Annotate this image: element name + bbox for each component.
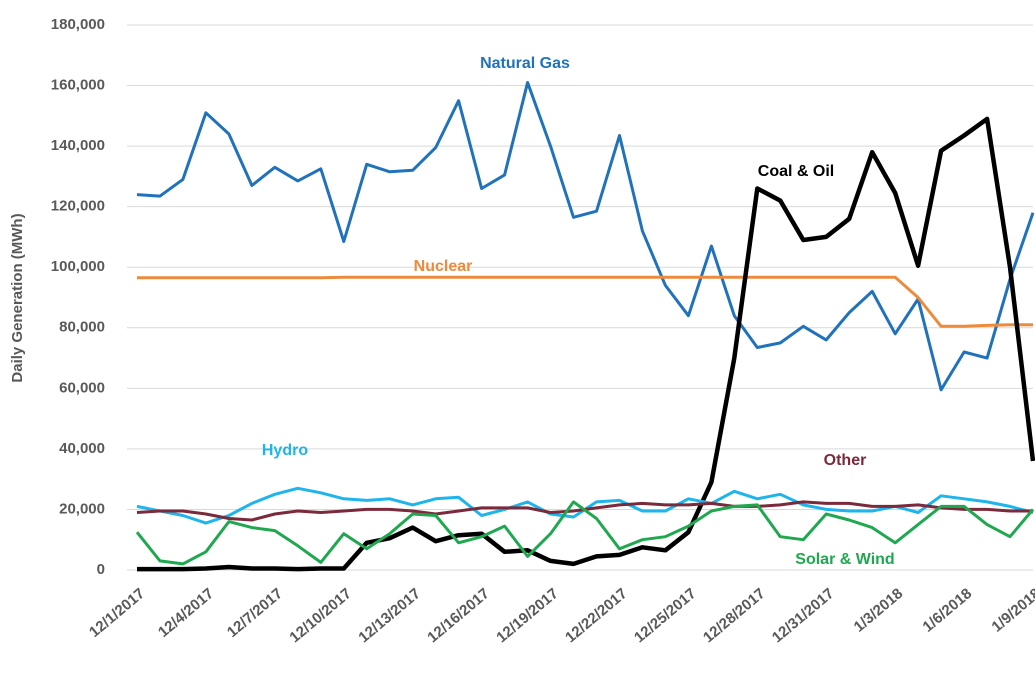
y-tick-label: 60,000 (59, 379, 105, 396)
series-label: Coal & Oil (758, 163, 834, 180)
x-tick-label: 12/16/2017 (424, 585, 492, 646)
y-tick-label: 20,000 (59, 500, 105, 517)
x-tick-label: 1/6/2018 (920, 585, 976, 636)
x-tick-label: 12/13/2017 (355, 585, 423, 646)
series-label: Solar & Wind (795, 551, 894, 568)
y-tick-label: 140,000 (51, 137, 105, 154)
x-tick-label: 12/19/2017 (493, 585, 561, 646)
x-tick-label: 12/25/2017 (631, 585, 699, 646)
series-line (135, 500, 1035, 566)
x-tick-label: 12/28/2017 (700, 585, 768, 646)
y-tick-label: 0 (97, 561, 105, 578)
series-line (137, 275, 1033, 328)
x-tick-label: 12/31/2017 (769, 585, 837, 646)
x-tick-label: 12/1/2017 (86, 585, 148, 641)
y-tick-label: 80,000 (59, 319, 105, 336)
series-line (136, 81, 1035, 392)
x-tick-label: 1/3/2018 (851, 585, 907, 636)
x-tick-label: 12/7/2017 (224, 585, 286, 641)
x-tick-label: 12/10/2017 (286, 585, 354, 646)
y-tick-label: 100,000 (51, 258, 105, 275)
y-axis-label: Daily Generation (MWh) (9, 213, 26, 382)
series-label: Nuclear (414, 258, 473, 275)
series-label: Other (824, 452, 867, 469)
x-tick-label: 1/9/2018 (988, 585, 1035, 636)
y-tick-label: 160,000 (51, 77, 105, 94)
series-line (137, 116, 1035, 572)
series-label: Natural Gas (480, 55, 570, 72)
y-tick-label: 180,000 (51, 16, 105, 33)
x-tick-label: 12/4/2017 (155, 585, 217, 641)
series-label: Hydro (262, 442, 308, 459)
y-tick-label: 120,000 (51, 198, 105, 215)
y-tick-label: 40,000 (59, 440, 105, 457)
x-tick-label: 12/22/2017 (562, 585, 630, 646)
